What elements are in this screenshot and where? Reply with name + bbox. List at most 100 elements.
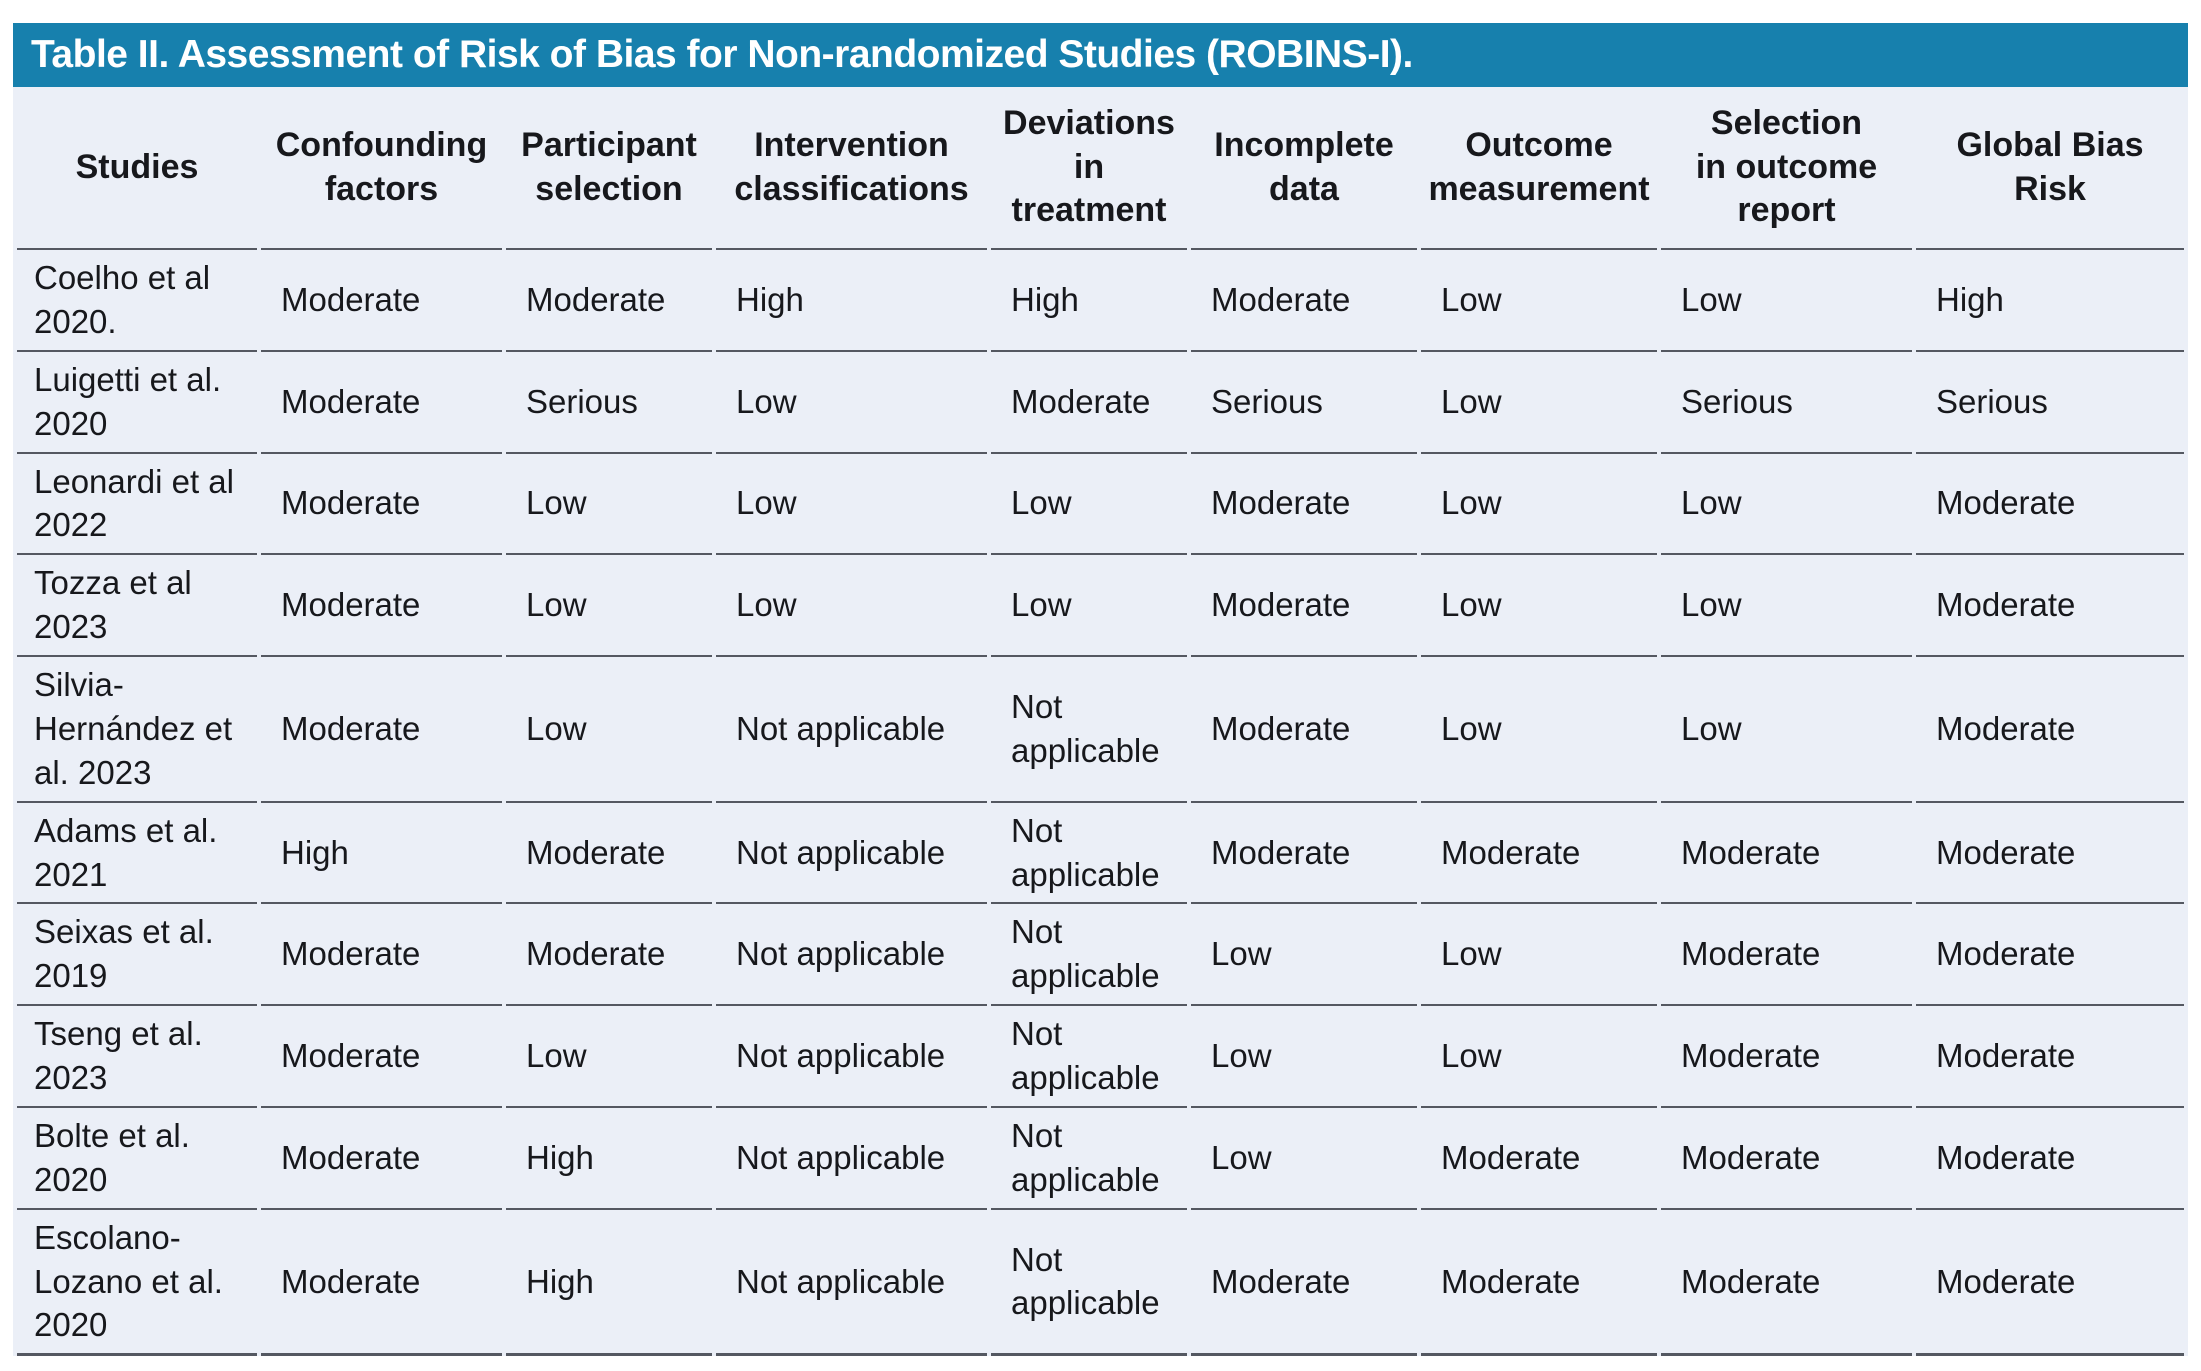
rating-cell: High	[1916, 250, 2184, 352]
rating-cell: Moderate	[1421, 803, 1657, 905]
table-row: Tseng et al. 2023 Moderate Low Not applicab…	[17, 1006, 2184, 1108]
column-header-5: Incomplete data	[1191, 87, 1417, 250]
rating-cell: Moderate	[506, 904, 712, 1007]
rating-cell: Low	[1421, 250, 1657, 352]
rating-cell: Moderate	[1191, 1210, 1417, 1357]
rating-cell: Low	[991, 454, 1187, 556]
rating-cell: Low	[1421, 555, 1657, 657]
rating-cell: Serious	[1191, 352, 1417, 454]
rating-cell: Moderate	[261, 1006, 502, 1108]
rating-cell: Moderate	[261, 657, 502, 803]
rating-cell: Not applicable	[716, 1108, 987, 1210]
rating-cell: Moderate	[1191, 657, 1417, 803]
rating-cell: Low	[991, 555, 1187, 657]
rating-cell: Not applicable	[716, 1006, 987, 1108]
rating-cell: High	[506, 1108, 712, 1210]
table-row: Luigetti et al. 2020 Moderate Serious Low Mo…	[17, 352, 2184, 454]
column-header-3: Intervention classifications	[716, 87, 987, 250]
rating-cell: Low	[1661, 657, 1912, 803]
column-header-8: Global Bias Risk	[1916, 87, 2184, 250]
table-row: Seixas et al. 2019 Moderate Moderate Not ap…	[17, 904, 2184, 1007]
rating-cell: Low	[1421, 657, 1657, 803]
rating-cell: Moderate	[1661, 1006, 1912, 1108]
table-row: Adams et al. 2021 High Moderate Not applica…	[17, 803, 2184, 905]
rating-cell: Not applicable	[991, 1108, 1187, 1210]
rating-cell: Moderate	[1916, 904, 2184, 1007]
table-title: Table II. Assessment of Risk of Bias for…	[31, 33, 1413, 76]
rating-cell: Low	[1191, 904, 1417, 1007]
study-name-cell: Tseng et al. 2023	[17, 1006, 257, 1108]
rating-cell: Moderate	[1191, 454, 1417, 556]
rating-cell: Low	[1421, 454, 1657, 556]
table-row: Coelho et al 2020. Moderate Moderate High Hi…	[17, 250, 2184, 352]
rating-cell: High	[716, 250, 987, 352]
rating-cell: Not applicable	[716, 904, 987, 1007]
table-row: Tozza et al 2023 Moderate Low Low Low Moderat…	[17, 555, 2184, 657]
rating-cell: Low	[1661, 454, 1912, 556]
header-row: Studies Confounding factors Participant se…	[17, 87, 2184, 250]
rating-cell: Moderate	[1661, 803, 1912, 905]
rating-cell: Moderate	[506, 803, 712, 905]
column-header-4: Deviations in treatment	[991, 87, 1187, 250]
rating-cell: Low	[1421, 1006, 1657, 1108]
rating-cell: Moderate	[1916, 1108, 2184, 1210]
rating-cell: Low	[1191, 1108, 1417, 1210]
study-name-cell: Tozza et al 2023	[17, 555, 257, 657]
rating-cell: Low	[1421, 352, 1657, 454]
rating-cell: Moderate	[1916, 454, 2184, 556]
rating-cell: Moderate	[1916, 1210, 2184, 1357]
rating-cell: Moderate	[1916, 1006, 2184, 1108]
rating-cell: Moderate	[261, 1210, 502, 1357]
study-name-cell: Coelho et al 2020.	[17, 250, 257, 352]
rating-cell: Low	[1421, 904, 1657, 1007]
table-row: Leonardi et al 2022 Moderate Low Low Low Mode…	[17, 454, 2184, 556]
rating-cell: Low	[1191, 1006, 1417, 1108]
study-name-cell: Seixas et al. 2019	[17, 904, 257, 1007]
rating-cell: Moderate	[1916, 803, 2184, 905]
rating-cell: Not applicable	[716, 657, 987, 803]
study-name-cell: Bolte et al. 2020	[17, 1108, 257, 1210]
rating-cell: Low	[506, 454, 712, 556]
table-header-row: Studies Confounding factors Participant se…	[17, 87, 2184, 250]
rating-cell: Moderate	[1661, 904, 1912, 1007]
rating-cell: Moderate	[1661, 1210, 1912, 1357]
risk-of-bias-table: Studies Confounding factors Participant se…	[13, 87, 2188, 1357]
rating-cell: Moderate	[261, 904, 502, 1007]
rating-cell: Moderate	[1916, 555, 2184, 657]
table-title-bar: Table II. Assessment of Risk of Bias for…	[13, 23, 2188, 87]
rating-cell: High	[261, 803, 502, 905]
rating-cell: Low	[716, 555, 987, 657]
rating-cell: Moderate	[1191, 555, 1417, 657]
rating-cell: Moderate	[261, 352, 502, 454]
table-row: Silvia- Hernández et al. 2023 Moderate Low…	[17, 657, 2184, 803]
table-body: Coelho et al 2020. Moderate Moderate High Hi…	[17, 250, 2184, 1357]
study-name-cell: Adams et al. 2021	[17, 803, 257, 905]
study-name-cell: Silvia- Hernández et al. 2023	[17, 657, 257, 803]
rating-cell: Low	[716, 454, 987, 556]
column-header-0: Studies	[17, 87, 257, 250]
rating-cell: Not applicable	[991, 1006, 1187, 1108]
rating-cell: Serious	[1916, 352, 2184, 454]
study-name-cell: Luigetti et al. 2020	[17, 352, 257, 454]
rating-cell: Moderate	[261, 555, 502, 657]
rating-cell: Not applicable	[716, 803, 987, 905]
rating-cell: Not applicable	[991, 904, 1187, 1007]
rating-cell: Serious	[506, 352, 712, 454]
rating-cell: High	[506, 1210, 712, 1357]
rating-cell: Low	[506, 1006, 712, 1108]
rating-cell: Moderate	[991, 352, 1187, 454]
table-row: Escolano- Lozano et al. 2020 Moderate High…	[17, 1210, 2184, 1357]
robins-i-table-container: Table II. Assessment of Risk of Bias for…	[13, 23, 2188, 1357]
rating-cell: Moderate	[506, 250, 712, 352]
column-header-7: Selection in outcome report	[1661, 87, 1912, 250]
study-name-cell: Leonardi et al 2022	[17, 454, 257, 556]
column-header-6: Outcome measurement	[1421, 87, 1657, 250]
rating-cell: Low	[506, 555, 712, 657]
rating-cell: Moderate	[1191, 803, 1417, 905]
rating-cell: Not applicable	[991, 657, 1187, 803]
rating-cell: Not applicable	[991, 803, 1187, 905]
rating-cell: Low	[1661, 250, 1912, 352]
table-row: Bolte et al. 2020 Moderate High Not applica…	[17, 1108, 2184, 1210]
rating-cell: Serious	[1661, 352, 1912, 454]
rating-cell: Moderate	[1421, 1108, 1657, 1210]
